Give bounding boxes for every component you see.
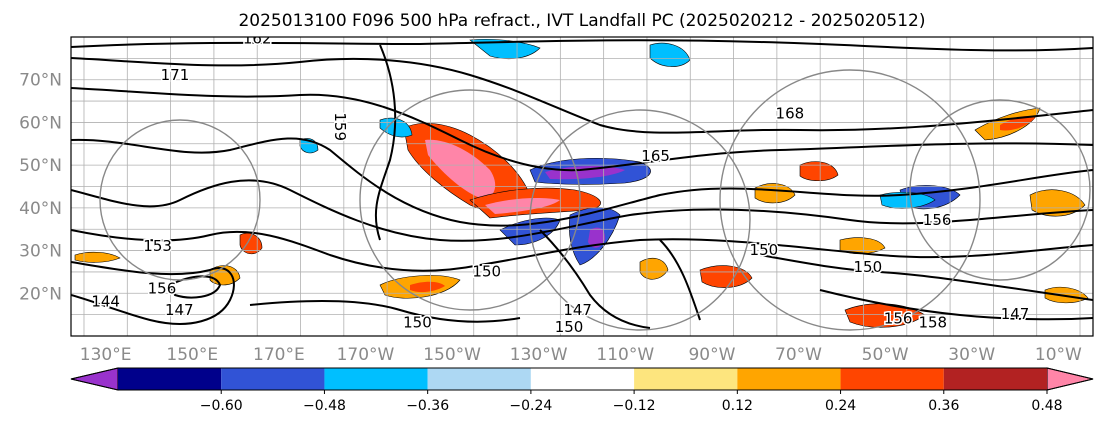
contour-label: 156 (923, 211, 952, 229)
x-tick-label: 70°W (775, 345, 822, 365)
contour-label: 156 (884, 309, 913, 327)
colorbar-tick-label: −0.60 (200, 398, 243, 414)
colorbar-tick-label: 0.24 (825, 398, 856, 414)
contour-label: 162 (243, 30, 272, 48)
contour-label: 159 (331, 112, 349, 141)
y-axis: 70°N 60°N 50°N 40°N 30°N 20°N (19, 71, 62, 305)
y-tick-label: 50°N (19, 156, 62, 176)
x-tick-label: 30°W (948, 345, 995, 365)
contour-label: 150 (750, 241, 779, 259)
contour-label: 150 (403, 314, 432, 332)
y-tick-label: 60°N (19, 113, 62, 133)
colorbar-bin (943, 368, 1047, 390)
x-axis: 130°E 150°E 170°E 170°W 150°W 130°W 110°W 90°W 7… (80, 345, 1082, 365)
x-tick-label: 110°W (596, 345, 654, 365)
map-layers: 162 171 159 165 168 156 150 150 150 153 156 147 144 1… (71, 30, 1093, 336)
x-tick-label: 170°W (337, 345, 395, 365)
x-tick-label: 150°E (166, 345, 218, 365)
contour-label: 150 (853, 258, 882, 276)
contour-label: 156 (148, 280, 177, 298)
chart-title: 2025013100 F096 500 hPa refract., IVT La… (238, 11, 925, 31)
contour-label: 150 (472, 262, 501, 280)
x-tick-label: 90°W (688, 345, 735, 365)
colorbar-bin (737, 368, 841, 390)
contour-label: 147 (563, 301, 592, 319)
contour-label: 171 (161, 66, 190, 84)
colorbar-bin (118, 368, 222, 390)
colorbar-tick-label: −0.36 (406, 398, 449, 414)
colorbar-tick-label: −0.24 (509, 398, 552, 414)
colorbar-extend-high (1046, 367, 1094, 391)
colorbar-tick-label: 0.48 (1031, 398, 1062, 414)
colorbar-bin (634, 368, 738, 390)
refractivity-contours (71, 39, 1093, 329)
x-tick-label: 150°W (423, 345, 481, 365)
x-tick-label: 50°W (862, 345, 909, 365)
colorbar: −0.60 −0.48 −0.36 −0.24 −0.12 0.12 0.24 0.36 0.4… (70, 367, 1094, 414)
colorbar-tick-label: −0.48 (303, 398, 346, 414)
colorbar-tick-label: −0.12 (613, 398, 656, 414)
colorbar-bin (221, 368, 325, 390)
x-tick-label: 130°E (80, 345, 132, 365)
y-tick-label: 20°N (19, 284, 62, 304)
colorbar-bin (840, 368, 944, 390)
y-tick-label: 70°N (19, 71, 62, 91)
y-tick-label: 30°N (19, 242, 62, 262)
contour-label: 153 (143, 237, 172, 255)
y-tick-label: 40°N (19, 199, 62, 219)
contour-label: 150 (555, 318, 584, 336)
colorbar-tick-label: 0.12 (722, 398, 753, 414)
x-tick-label: 130°W (510, 345, 568, 365)
colorbar-extend-low (70, 367, 119, 391)
contour-label: 165 (641, 147, 670, 165)
x-tick-label: 170°E (253, 345, 305, 365)
contour-label: 158 (918, 314, 947, 332)
contour-label: 147 (1001, 305, 1030, 323)
colorbar-tick-label: 0.36 (928, 398, 959, 414)
contour-label: 147 (165, 301, 194, 319)
plot-frame (70, 36, 1094, 337)
x-tick-label: 10°W (1035, 345, 1082, 365)
colorbar-bin (530, 368, 635, 390)
colorbar-outline (70, 367, 1094, 391)
range-circles (99, 69, 1091, 331)
colorbar-bin (427, 368, 531, 390)
contour-labels: 162 171 159 165 168 156 150 150 150 153 156 147 144 1… (90, 30, 1031, 336)
contour-label: 144 (91, 292, 120, 310)
colorbar-bin (324, 368, 428, 390)
contour-label: 168 (776, 104, 805, 122)
